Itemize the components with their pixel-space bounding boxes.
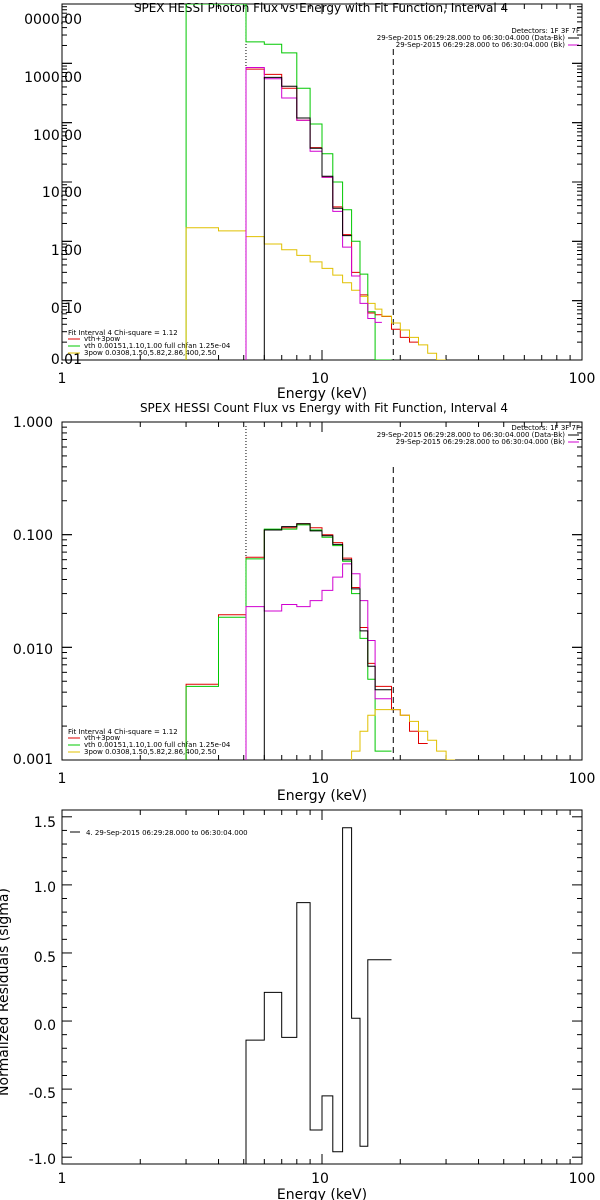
residuals-panel: Normalized Residuals (sigma) 1.5 1.0 0.5… [0,815,595,1200]
photon-series-1 [185,4,392,360]
residuals-x-tick-label: 10 [311,1171,329,1187]
residuals-tick-labels: 1.5 1.0 0.5 0.0 -0.5 -1.0 1 10 100 [29,815,596,1187]
photon-series-3 [245,67,382,360]
photon-flux-data-bk-time-label: 29-Sep-2015 06:29:28.000 to 06:30:04.000… [377,34,566,42]
photon-flux-x-tick-label: 10 [311,371,329,387]
resid-plot [61,809,583,1165]
residuals-y-axis-title: Normalized Residuals (sigma) [0,888,12,1096]
photon-flux-y-tick-label: 100.00 [33,128,82,144]
count-series-4 [263,523,392,760]
photon-flux-y-tick-label: 0.10 [51,301,82,317]
photon-plot-frame [61,3,583,361]
photon-flux-y-tick-label: 0000.00 [24,12,82,28]
residuals-legend-label: 4. 29-Sep-2015 06:29:28.000 to 06:30:04.… [86,829,248,837]
count-series-3 [245,563,392,760]
count-flux-info-block: Detectors: 1F 3F 7F 29-Sep-2015 06:29:28… [377,424,580,446]
photon-flux-info-block: Detectors: 1F 3F 7F 29-Sep-2015 06:29:28… [377,27,580,49]
photon-flux-legend-3pow: 3pow 0.0308,1.50,5.82,2.86,400,2.50 [84,349,216,357]
photon-flux-legend-total: vth+3pow [84,335,120,343]
resid-series-0 [245,827,392,1164]
count-flux-detectors-label: Detectors: 1F 3F 7F [511,424,580,432]
photon-flux-legend-vth: vth 0.00151,1.10,1.00 full chfan 1.25e-0… [84,342,231,350]
photon-flux-detectors-label: Detectors: 1F 3F 7F [511,27,580,35]
photon-flux-y-tick-label: 1000.00 [24,70,82,86]
count-flux-legend-vth: vth 0.00151,1.10,1.00 full chfan 1.25e-0… [84,741,231,749]
residuals-legend: 4. 29-Sep-2015 06:29:28.000 to 06:30:04.… [70,829,248,837]
count-flux-panel: SPEX HESSI Count Flux vs Energy with Fit… [13,401,595,804]
residuals-y-tick-label: 1.0 [34,880,56,896]
count-flux-x-tick-label: 10 [311,771,329,787]
count-flux-bk-time-label: 29-Sep-2015 06:29:28.000 to 06:30:04.000… [396,438,566,446]
photon-flux-x-tick-label: 1 [58,371,67,387]
count-series-0 [185,523,428,760]
count-flux-legend-total: vth+3pow [84,734,120,742]
residuals-y-tick-label: 0.5 [34,950,56,966]
residuals-y-tick-label: 1.5 [34,815,56,831]
count-flux-y-tick-label: 0.010 [13,642,53,658]
count-flux-x-tick-label: 100 [569,771,596,787]
residuals-x-tick-label: 100 [569,1171,596,1187]
photon-flux-legend: Fit Interval 4 Chi-square = 1.12 vth+3po… [68,329,231,357]
photon-flux-x-tick-label: 100 [569,371,596,387]
residuals-x-axis-title: Energy (keV) [277,1187,367,1200]
count-flux-x-axis-title: Energy (keV) [277,788,367,804]
count-series-1 [185,524,392,760]
count-flux-legend-3pow: 3pow 0.0308,1.50,5.82,2.86,400,2.50 [84,748,216,756]
residuals-y-tick-label: -1.0 [29,1152,56,1168]
photon-series-0 [245,68,419,360]
count-flux-y-tick-label: 1.000 [13,415,53,431]
count-series-2 [351,709,456,760]
photon-series-4 [263,76,352,360]
residuals-y-tick-label: -0.5 [29,1086,56,1102]
count-flux-chi-square-label: Fit Interval 4 Chi-square = 1.12 [68,728,178,736]
photon-flux-x-axis-title: Energy (keV) [277,386,367,402]
photon-flux-title: SPEX HESSI Photon Flux vs Energy with Fi… [134,1,508,15]
photon-series-2 [185,227,447,360]
count-flux-tick-labels: 1.000 0.100 0.010 0.001 1 10 100 [13,415,595,787]
count-flux-data-bk-time-label: 29-Sep-2015 06:29:28.000 to 06:30:04.000… [377,431,566,439]
count-flux-legend: Fit Interval 4 Chi-square = 1.12 vth+3po… [68,728,231,756]
count-flux-x-tick-label: 1 [58,771,67,787]
photon-flux-panel: SPEX HESSI Photon Flux vs Energy with Fi… [24,1,595,402]
count-flux-y-tick-label: 0.100 [13,528,53,544]
count-plot [61,421,583,761]
photon-flux-chi-square-label: Fit Interval 4 Chi-square = 1.12 [68,329,178,337]
count-flux-y-tick-label: 0.001 [13,752,53,768]
count-flux-title: SPEX HESSI Count Flux vs Energy with Fit… [140,401,508,415]
residuals-y-tick-label: 0.0 [34,1018,56,1034]
chart-marks [61,3,583,1165]
photon-flux-bk-time-label: 29-Sep-2015 06:29:28.000 to 06:30:04.000… [396,41,566,49]
residuals-x-tick-label: 1 [58,1171,67,1187]
photon-plot [61,3,583,361]
